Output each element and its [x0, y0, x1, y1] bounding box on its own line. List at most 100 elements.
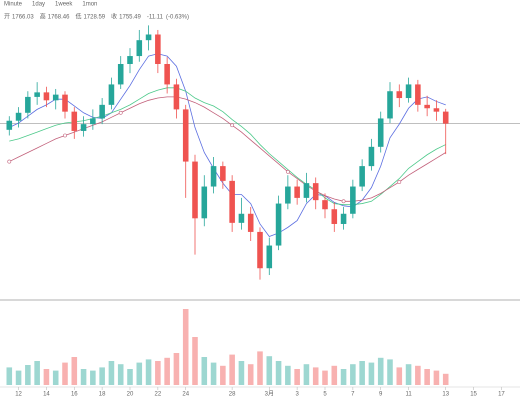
candle-body — [257, 231, 263, 269]
x-tick-label: 15 — [470, 392, 477, 398]
volume-bar — [303, 364, 310, 385]
candle-body — [331, 209, 338, 224]
x-tick-label: 11 — [405, 392, 412, 398]
candle-body — [285, 186, 291, 204]
x-tick-label: 18 — [99, 392, 106, 398]
volume-bar — [238, 361, 245, 385]
x-tick-label: 14 — [43, 392, 50, 398]
candle-body — [136, 40, 143, 57]
moving-average-marker — [397, 180, 402, 184]
x-tick-label: 20 — [127, 392, 134, 398]
volume-bar — [285, 365, 291, 385]
volume-bar — [201, 357, 208, 385]
volume-bar — [34, 361, 40, 385]
candle-body — [192, 161, 198, 219]
moving-average-marker — [118, 110, 123, 115]
candle-body — [201, 186, 208, 219]
volume-bar — [136, 362, 143, 385]
volume-bar — [368, 362, 375, 385]
candle-body — [108, 84, 115, 105]
volume-bar — [173, 353, 180, 385]
candle-body — [43, 92, 50, 101]
moving-average-marker — [7, 159, 12, 164]
volume-bar — [396, 367, 403, 385]
legend-value: 1728.59 — [83, 15, 105, 21]
volume-bar — [164, 357, 170, 385]
volume-bar — [90, 370, 96, 385]
volume-bar — [145, 359, 152, 385]
volume-bar — [62, 362, 68, 385]
volume-bar — [108, 361, 115, 385]
candle-body — [25, 96, 31, 113]
volume-bar — [117, 364, 124, 385]
volume-bar — [6, 367, 13, 385]
legend-label: 收 — [111, 13, 117, 21]
candle-body — [62, 94, 68, 112]
interval-button[interactable]: 1day — [32, 2, 45, 8]
candle-body — [396, 91, 403, 99]
volume-bar — [331, 365, 338, 385]
x-tick-label: 13 — [442, 392, 449, 398]
volume-bar — [294, 369, 300, 385]
volume-bar — [405, 364, 412, 385]
volume-bar — [52, 370, 59, 385]
volume-bar — [340, 369, 347, 385]
x-tick-label: 17 — [498, 392, 505, 398]
candle-body — [99, 104, 105, 119]
x-tick-label: 3月 — [265, 391, 274, 398]
candle-body — [34, 92, 40, 97]
x-tick-label: 3 — [295, 392, 299, 398]
legend-value: 1768.46 — [48, 15, 70, 21]
candle-body — [247, 213, 254, 232]
candle-body — [350, 186, 356, 214]
volume-bar — [127, 369, 133, 385]
legend-label: 开 — [4, 14, 10, 21]
candle-body — [155, 34, 161, 64]
candle-body — [405, 84, 412, 99]
candle-body — [424, 104, 430, 109]
x-tick-label: 9 — [379, 392, 383, 398]
volume-bar — [192, 337, 198, 385]
candle-body — [90, 118, 96, 125]
candle-body — [164, 64, 170, 85]
candle-body — [266, 245, 273, 269]
volume-bar — [155, 361, 161, 385]
candle-body — [52, 94, 59, 101]
candle-body — [442, 111, 449, 124]
interval-button[interactable]: 1mon — [82, 2, 97, 8]
volume-bar — [43, 369, 50, 385]
volume-bar — [442, 373, 449, 385]
interval-button[interactable]: Minute — [4, 2, 23, 8]
legend-change-pct: (-0.63%) — [166, 15, 189, 21]
volume-bar — [25, 365, 31, 385]
volume-bar — [210, 362, 217, 385]
candle-body — [229, 180, 235, 223]
x-tick-label: 7 — [351, 392, 355, 398]
volume-bar — [415, 365, 421, 385]
candle-body — [15, 112, 22, 121]
volume-bar — [220, 365, 226, 385]
candle-body — [145, 34, 152, 41]
interval-button[interactable]: 1week — [55, 2, 73, 8]
candle-body — [433, 108, 440, 112]
volume-bar — [275, 361, 282, 385]
x-tick-label: 16 — [71, 392, 78, 398]
candle-body — [210, 166, 217, 187]
volume-bar — [350, 364, 356, 385]
candle-body — [238, 213, 245, 223]
candle-body — [415, 84, 421, 105]
candle-body — [71, 111, 78, 131]
volume-bar — [322, 370, 328, 385]
x-tick-label: 12 — [15, 392, 22, 398]
volume-bar — [257, 351, 263, 385]
volume-bar — [359, 361, 365, 385]
volume-bar — [387, 359, 393, 385]
moving-average-marker — [230, 123, 235, 128]
volume-bar — [247, 364, 254, 385]
candle-body — [6, 120, 13, 130]
moving-average-line — [9, 87, 446, 206]
moving-average-line — [9, 53, 446, 237]
x-tick-label: 24 — [182, 392, 189, 398]
